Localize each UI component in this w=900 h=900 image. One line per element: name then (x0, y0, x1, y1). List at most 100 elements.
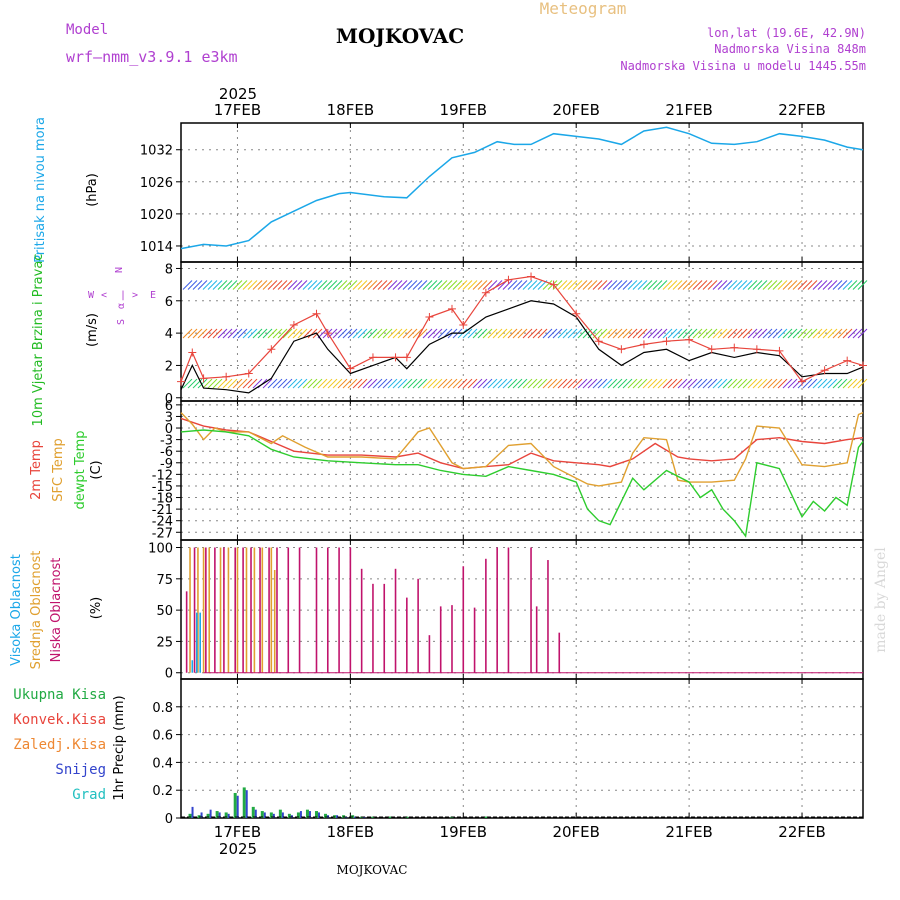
wind-barb (487, 378, 498, 389)
wind-barb (697, 280, 708, 290)
wind-barb (297, 378, 308, 389)
wind-barb (807, 328, 818, 339)
wind-barb (262, 280, 273, 290)
wind-barb (612, 280, 623, 290)
wind-barb (312, 328, 323, 339)
wind-barb (532, 328, 543, 339)
wind-gust-marker (312, 309, 321, 318)
wind-barb (722, 378, 733, 389)
wind-barb (752, 378, 763, 389)
wind-barb (612, 378, 623, 389)
wind-barb (437, 280, 448, 290)
wind-barb (602, 280, 613, 290)
precip-snow-bar (281, 812, 284, 818)
wind-gust-marker (798, 377, 807, 386)
wind-barb (662, 328, 673, 339)
wind-barb (707, 328, 718, 339)
wind-barb (767, 280, 778, 290)
wind-barb (782, 328, 793, 339)
wind-barb (737, 378, 748, 389)
wind-barb (482, 378, 493, 389)
wind-barb (372, 378, 383, 389)
wind-barb (832, 378, 843, 389)
precip-total-bar (296, 812, 300, 818)
top-day-label: 18FEB (327, 101, 374, 119)
wind-barb (557, 328, 568, 339)
wind-barb (587, 280, 598, 290)
wind-barb (517, 378, 528, 389)
wind-barb (822, 378, 833, 389)
y-tick-label: 1020 (140, 208, 173, 223)
precip-total-bar (260, 811, 264, 818)
wind-barb (807, 378, 818, 389)
wind-barb (537, 378, 548, 389)
temperature-frame (180, 400, 864, 541)
wind-barb (837, 378, 848, 389)
wind-barb (322, 378, 333, 389)
wind-barb (512, 378, 523, 389)
y-tick-label: 0.6 (152, 729, 173, 744)
wind-gust-marker (199, 374, 208, 383)
wind-barb (522, 280, 533, 290)
wind-barb (427, 378, 438, 389)
wind-barb (777, 328, 788, 339)
wind-barb (467, 280, 478, 290)
cloud-legend-0: Visoka Oblacnost (9, 554, 24, 666)
y-tick-label: 6 (165, 295, 173, 310)
wind-barb (402, 280, 413, 290)
wind-barb (507, 280, 518, 290)
wind-barb (382, 378, 393, 389)
wind-barb (647, 280, 658, 290)
temp-legend-2: dewpt Temp (73, 430, 88, 509)
wind-gust-marker (843, 356, 852, 365)
y-tick-label: 0 (165, 422, 173, 437)
wind-barb (192, 378, 203, 389)
y-tick-label: -21 (152, 503, 173, 518)
wind-barb (337, 328, 348, 339)
wind-barb (777, 280, 788, 290)
top-year: 2025 (219, 85, 257, 103)
precip-frame (180, 678, 864, 819)
wind-barb (247, 328, 258, 339)
y-tick-label: 0 (165, 392, 173, 407)
wind-barb (852, 280, 863, 290)
wind-barb (402, 328, 413, 339)
bottom-day-label: 20FEB (552, 823, 599, 841)
wind-barb (347, 378, 358, 389)
wind-barb (392, 280, 403, 290)
wind-barb (272, 328, 283, 339)
wind-barb (287, 328, 298, 339)
wind-barb (527, 280, 538, 290)
wind-barb (517, 280, 528, 290)
wind-barb (417, 378, 428, 389)
wind-barb (847, 328, 858, 339)
wind-barb (197, 328, 208, 339)
precip-snow-bar (308, 811, 311, 818)
y-tick-label: -15 (152, 480, 173, 495)
precip-legend-1: Konvek.Kisa (13, 712, 106, 728)
elevation-text: Nadmorska Visina 848m (714, 42, 866, 56)
wind-barb (447, 280, 458, 290)
wind-barb (207, 328, 218, 339)
wind-barb (212, 328, 223, 339)
wind-barb (647, 328, 658, 339)
precip-total-bar (251, 806, 255, 818)
wind-barb (267, 280, 278, 290)
wind-barb (277, 280, 288, 290)
wind-gust-line (180, 275, 864, 383)
wind-barb (197, 280, 208, 290)
temp-line-0 (180, 417, 864, 470)
y-tick-label: -18 (152, 492, 173, 507)
wind-barb (347, 328, 358, 339)
wind-barb (817, 328, 828, 339)
wind-barb (422, 328, 433, 339)
wind-barb (237, 280, 248, 290)
wind-barb (562, 378, 573, 389)
wind-barb (542, 378, 553, 389)
wind-barb (742, 280, 753, 290)
wind-barb (717, 280, 728, 290)
bottom-day-label: 22FEB (778, 823, 825, 841)
precip-snow-bar (191, 806, 194, 818)
wind-barb (387, 280, 398, 290)
wind-barb (262, 328, 273, 339)
